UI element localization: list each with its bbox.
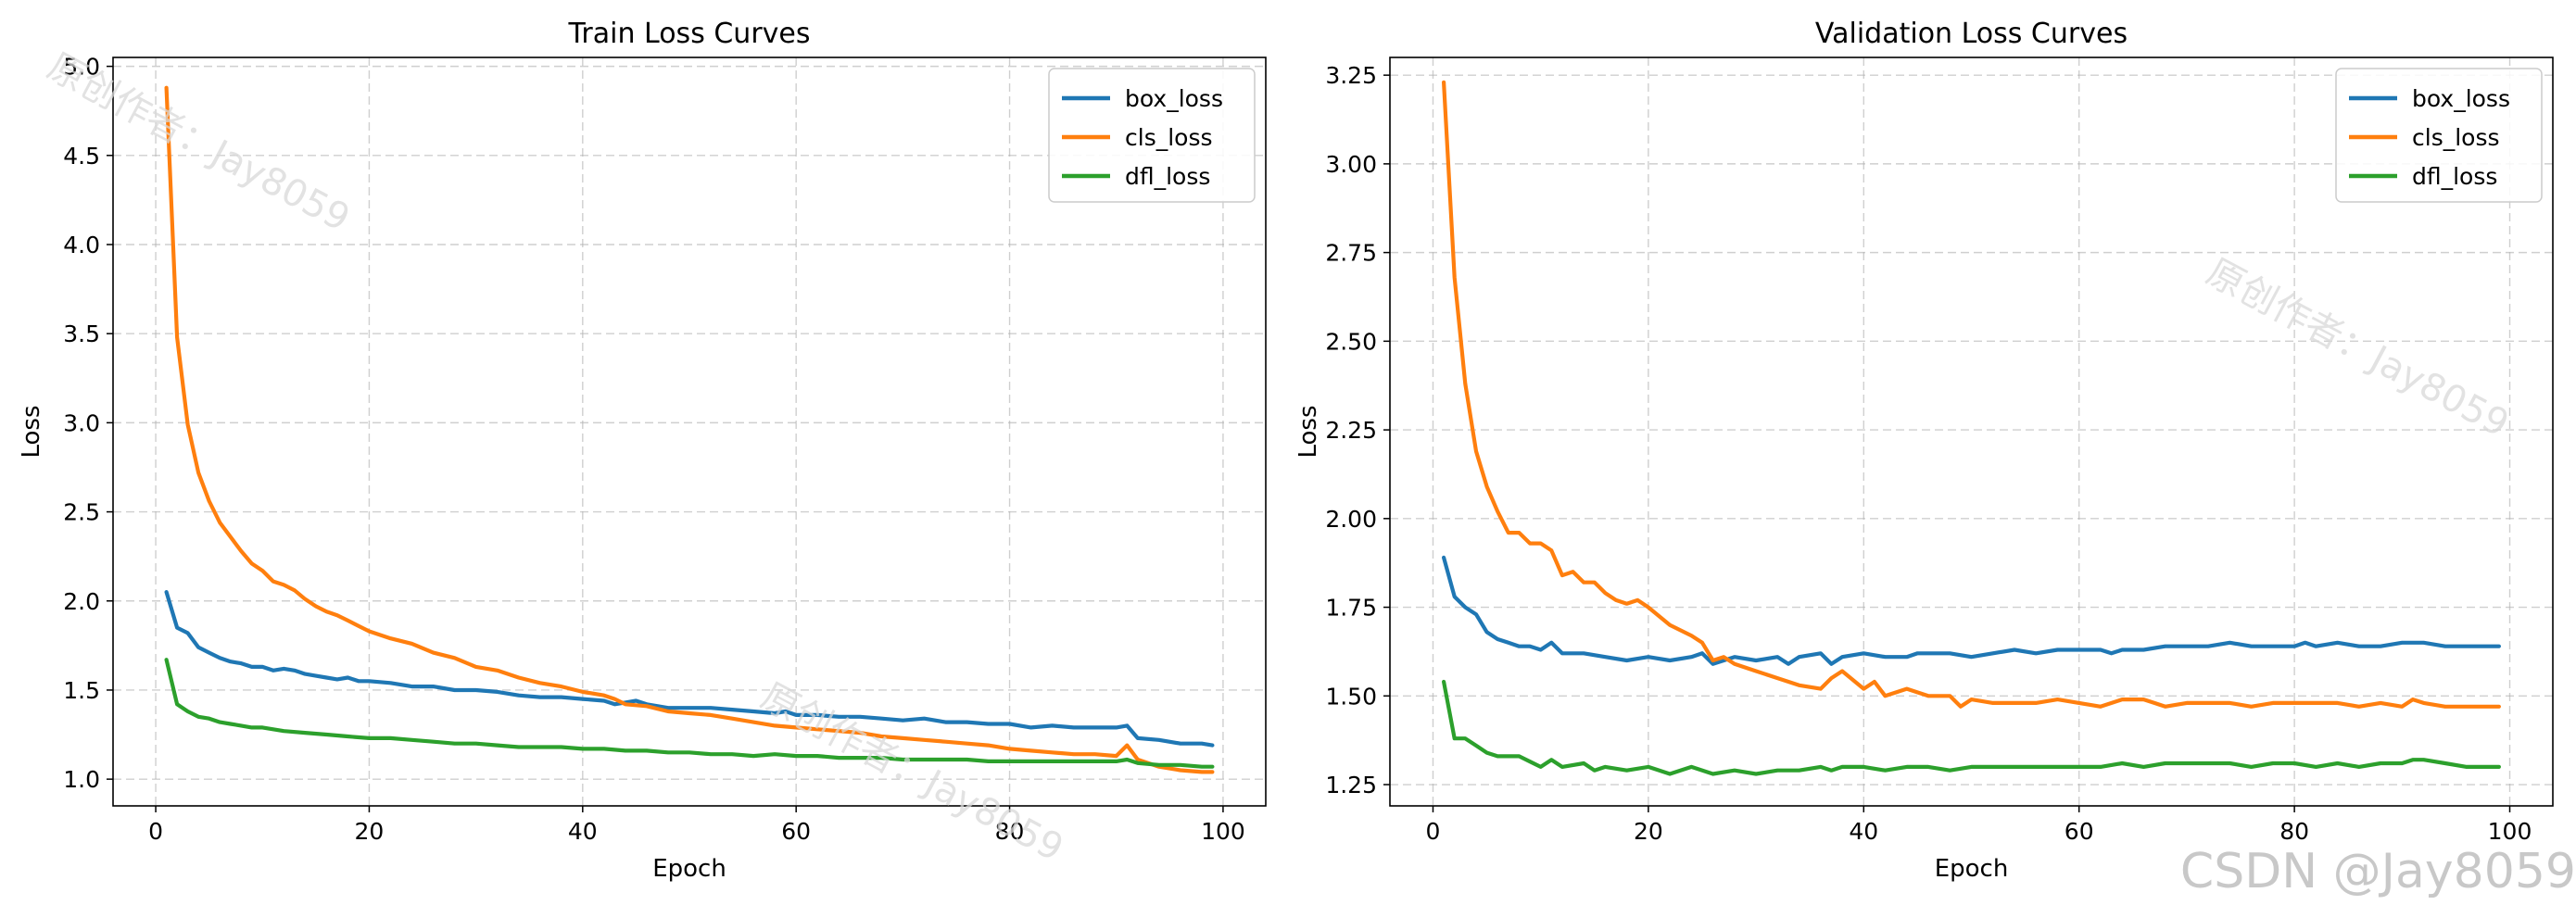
chart-title: Train Loss Curves <box>568 18 811 50</box>
series-line-box_loss <box>1441 555 2501 666</box>
y-tick-label: 2.5 <box>63 499 100 526</box>
y-tick-label: 1.5 <box>63 677 100 704</box>
y-tick-label: 5.0 <box>63 54 100 81</box>
y-tick-label: 1.75 <box>1325 595 1377 622</box>
x-tick-label: 80 <box>995 818 1025 845</box>
legend-label-dfl_loss: dfl_loss <box>1125 163 1210 190</box>
series-line-cls_loss <box>1441 80 2501 709</box>
legend: box_loss cls_loss dfl_loss <box>1048 68 1256 203</box>
legend-label-box_loss: box_loss <box>1125 85 1223 112</box>
y-tick-label: 3.5 <box>63 321 100 347</box>
x-tick-label: 0 <box>1426 818 1441 845</box>
legend-frame <box>2335 68 2543 203</box>
legend-label-cls_loss: cls_loss <box>1125 124 1213 151</box>
x-tick-label: 20 <box>1634 818 1663 845</box>
series-line-dfl_loss <box>164 658 1215 769</box>
x-tick-label: 0 <box>148 818 163 845</box>
legend-label-cls_loss: cls_loss <box>2412 124 2500 151</box>
series-line-cls_loss <box>164 85 1215 774</box>
legend-label-dfl_loss: dfl_loss <box>2412 163 2497 190</box>
chart-title: Validation Loss Curves <box>1815 18 2128 50</box>
y-tick-label: 1.50 <box>1325 683 1377 710</box>
y-tick-label: 2.0 <box>63 588 100 615</box>
x-tick-label: 40 <box>1849 818 1878 845</box>
y-axis-label: Loss <box>18 405 45 458</box>
y-tick-label: 3.25 <box>1325 62 1377 89</box>
y-tick-label: 1.0 <box>63 766 100 793</box>
y-tick-label: 3.0 <box>63 409 100 436</box>
x-tick-label: 100 <box>2488 818 2532 845</box>
chart-panel-train: 0 20 40 60 80 100 1.0 1.5 2.0 2.5 3.0 3.5 4.0 4.5 5.0 T… <box>18 18 1267 883</box>
y-tick-label: 2.75 <box>1325 240 1377 267</box>
x-tick-label: 60 <box>781 818 811 845</box>
series-line-dfl_loss <box>1441 679 2501 776</box>
y-tick-label: 1.25 <box>1325 772 1377 798</box>
series-line-box_loss <box>164 589 1215 748</box>
y-tick-label: 4.0 <box>63 232 100 258</box>
x-tick-label: 20 <box>355 818 385 845</box>
x-tick-label: 40 <box>568 818 598 845</box>
chart-panel-validation: 0 20 40 60 80 100 1.25 1.50 1.75 2.00 2.25 2.50 2.75… <box>1294 18 2554 883</box>
x-tick-label: 100 <box>1201 818 1245 845</box>
x-tick-label: 80 <box>2279 818 2309 845</box>
axes-frame <box>112 57 1267 807</box>
y-tick-label: 2.00 <box>1325 506 1377 533</box>
y-axis-label: Loss <box>1294 405 1322 458</box>
x-tick-label: 60 <box>2065 818 2094 845</box>
legend: box_loss cls_loss dfl_loss <box>2335 68 2543 203</box>
axes-frame <box>1389 57 2554 807</box>
legend-frame <box>1048 68 1256 203</box>
x-axis-label: Epoch <box>1935 855 2009 883</box>
y-tick-label: 4.5 <box>63 143 100 170</box>
y-tick-label: 3.00 <box>1325 151 1377 178</box>
x-axis-label: Epoch <box>652 855 726 883</box>
y-tick-label: 2.50 <box>1325 328 1377 355</box>
y-tick-label: 2.25 <box>1325 417 1377 444</box>
legend-label-box_loss: box_loss <box>2412 85 2510 112</box>
